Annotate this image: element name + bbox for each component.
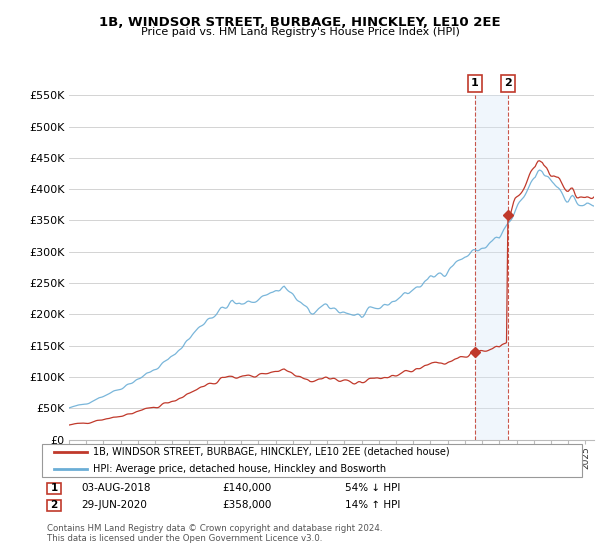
Text: HPI: Average price, detached house, Hinckley and Bosworth: HPI: Average price, detached house, Hinc… [93,464,386,474]
Text: 14% ↑ HPI: 14% ↑ HPI [345,500,400,510]
Text: 2: 2 [50,500,58,510]
Text: 2: 2 [504,78,512,88]
Text: 1B, WINDSOR STREET, BURBAGE, HINCKLEY, LE10 2EE: 1B, WINDSOR STREET, BURBAGE, HINCKLEY, L… [99,16,501,29]
Text: 1: 1 [471,78,479,88]
Text: Price paid vs. HM Land Registry's House Price Index (HPI): Price paid vs. HM Land Registry's House … [140,27,460,37]
Text: 1B, WINDSOR STREET, BURBAGE, HINCKLEY, LE10 2EE (detached house): 1B, WINDSOR STREET, BURBAGE, HINCKLEY, L… [93,447,449,457]
Text: 1: 1 [50,483,58,493]
Bar [475,95,508,440]
Text: 03-AUG-2018: 03-AUG-2018 [81,483,151,493]
Text: 29-JUN-2020: 29-JUN-2020 [81,500,147,510]
Text: 54% ↓ HPI: 54% ↓ HPI [345,483,400,493]
Text: Contains HM Land Registry data © Crown copyright and database right 2024.
This d: Contains HM Land Registry data © Crown c… [47,524,382,543]
Text: £140,000: £140,000 [222,483,271,493]
Text: £358,000: £358,000 [222,500,271,510]
